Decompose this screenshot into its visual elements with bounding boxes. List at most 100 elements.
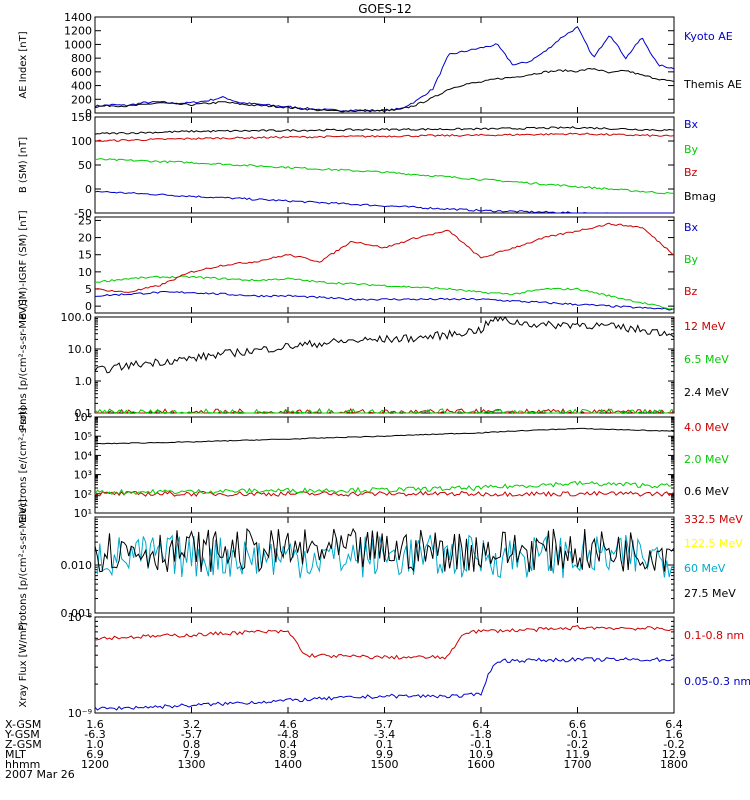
y-tick-label: 1200 [64,25,92,38]
legend-entry: 0.05-0.3 nm [684,675,750,688]
y-tick-label: 10⁻⁹ [68,707,92,720]
y-tick-label: 400 [71,80,92,93]
y-tick-label: 10² [74,488,92,501]
x-tick-value: 12.9 [662,748,687,761]
chart-title: GOES-12 [358,2,412,16]
legend-entry: 122.5 MeV [684,537,743,550]
y-tick-label: 10¹ [74,507,92,520]
y-tick-label: 200 [71,93,92,106]
series-line-2-0-mev [94,480,675,496]
panel-protons1: 0.1 1.0 10.0 100.0 Protons [p/(cm²-s-sr-MeV)… [18,299,729,431]
panel-xray: 10⁻⁹ 10⁻⁸ Xray Flux [W/m²] 0.1-0.8 nm 0.05-0… [18,611,750,720]
legend-entry: 2.0 MeV [684,453,729,466]
legend-entry: 4.0 MeV [684,421,729,434]
legend-entry: 332.5 MeV [684,513,743,526]
series-line-bz [94,132,675,143]
x-tick-value: 6.4 [665,718,683,731]
y-tick-label: 0 [85,300,92,313]
x-tick-value: 6.9 [86,748,104,761]
x-tick-value: 1.6 [665,728,683,741]
x-row-label: X-GSM [5,718,41,731]
x-tick-value: -6.3 [84,728,105,741]
x-tick-value: 1.0 [86,738,104,751]
panel-frame [94,416,675,514]
series-line-6-5-mev [94,408,675,414]
x-row-label: MLT [5,748,26,761]
y-tick-label: -50 [74,207,92,220]
x-tick-value: 0.1 [376,738,394,751]
legend-entry: Bz [684,166,698,179]
x-tick-value: 3.2 [183,718,201,731]
y-tick-label: 15 [78,249,92,262]
y-tick-label: 10⁴ [74,449,93,462]
x-tick-value: -4.8 [277,728,298,741]
panel-frame [94,116,675,214]
y-tick-label: 10⁵ [74,430,92,443]
y-tick-label: 0 [85,107,92,120]
x-tick-value: 1600 [467,758,495,771]
y-tick-label: 1.0 [75,375,93,388]
x-tick-value: -0.1 [470,738,491,751]
x-tick-value: -0.2 [567,738,588,751]
legend-entry: 60 MeV [684,562,726,575]
x-tick-value: 1400 [274,758,302,771]
series-line-themis-ae [94,67,675,113]
panel-bsm: -50 0 50 100 150 B (SM) [nT] Bx By Bz Bmag [18,111,716,220]
y-tick-label: 10 [78,266,92,279]
y-tick-label: 100 [71,135,92,148]
y-tick-label: 5 [85,283,92,296]
legend-entry: 0.6 MeV [684,485,729,498]
panel-electrons: 10¹ 10² 10³ 10⁴ 10⁵ 10⁶ Electrons [e/(cm²-s-sr… [18,407,729,523]
y-axis-label: AE Index [nT] [18,31,29,98]
y-tick-label: 0.001 [61,607,93,620]
legend-entry: 2.4 MeV [684,386,729,399]
panel-frame [94,316,675,414]
x-tick-value: 4.6 [279,718,297,731]
x-tick-value: 6.6 [569,718,587,731]
x-tick-value: 1800 [660,758,688,771]
panel-bsmigrf: 0 5 10 15 20 25 B (SM)-IGRF (SM) [nT] Bx By Bz [18,210,699,319]
y-tick-label: 25 [78,214,92,227]
y-tick-label: 600 [71,66,92,79]
series-line-4-0-mev [94,490,675,498]
y-tick-label: 150 [71,111,92,124]
x-tick-value: 7.9 [183,748,201,761]
x-tick-value: -1.8 [470,728,491,741]
x-tick-value: -3.4 [374,728,395,741]
x-tick-value: 6.4 [472,718,490,731]
y-axis-label: B (SM) [nT] [18,137,29,193]
y-tick-label: 0.010 [61,559,93,572]
x-tick-value: -5.7 [181,728,202,741]
y-axis-label: Protons [p/(cm²-s-sr-MeV)] [18,499,29,631]
y-tick-label: 0.1 [75,407,93,420]
y-tick-label: 10⁻⁸ [68,611,93,624]
y-tick-label: 800 [71,52,92,65]
legend-entry: By [684,143,699,156]
x-tick-value: -0.1 [567,728,588,741]
x-tick-value: 1.6 [86,718,104,731]
panel-frame [94,616,675,714]
series-line-kyoto-ae [94,25,675,112]
panel-frame [94,16,675,114]
y-tick-label: 10³ [74,469,92,482]
y-tick-label: 1000 [64,38,92,51]
y-axis-label: B (SM)-IGRF (SM) [nT] [18,210,29,319]
series-line-by [94,158,675,195]
legend-entry: 12 MeV [684,320,726,333]
series-line-bmag [94,126,675,135]
date-label: 2007 Mar 26 [5,768,75,781]
y-axis-label: Electrons [e/(cm²-s-sr)] [18,407,29,523]
y-axis-label: Xray Flux [W/m²] [18,622,29,707]
y-tick-label: 0 [85,183,92,196]
legend-entry: Bz [684,285,698,298]
x-row-label: hhmm [5,758,40,771]
legend-entry: 27.5 MeV [684,587,736,600]
series-line-by [94,275,675,311]
y-tick-label: 10⁶ [74,411,93,424]
x-tick-value: 8.9 [279,748,297,761]
x-tick-value: 1200 [81,758,109,771]
x-tick-value: 9.9 [376,748,394,761]
series-line-bz [94,222,675,293]
y-tick-label: 50 [78,159,92,172]
